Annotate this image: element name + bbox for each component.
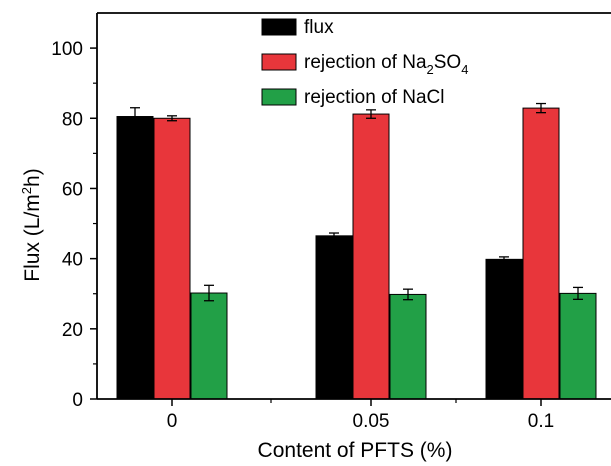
x-axis-title: Content of PFTS (%) <box>258 439 453 462</box>
bar-2-0 <box>190 292 228 400</box>
y-tick-label-80: 80 <box>62 109 83 130</box>
y-tick-label-20: 20 <box>62 320 83 341</box>
legend-swatch-2 <box>261 88 297 106</box>
bar-0-2 <box>485 258 523 400</box>
bar-1-2 <box>522 107 560 400</box>
bar-0-1 <box>315 235 353 400</box>
legend-label-1: rejection of Na2SO4 <box>304 52 468 77</box>
y-tick-label-0: 0 <box>72 390 83 411</box>
bar-1-0 <box>153 117 191 400</box>
legend-swatch-1 <box>261 53 297 71</box>
x-tick-label-2: 0.1 <box>528 411 554 432</box>
x-tick-label-1: 0.05 <box>353 411 390 432</box>
y-tick-label-40: 40 <box>62 250 83 271</box>
legend: flux rejection of Na2SO4 rejection of NaCl <box>261 17 468 108</box>
bar-2-1 <box>389 293 427 400</box>
bars-layer <box>116 102 597 400</box>
axes-layer: 0 20 40 60 80 100 0 0.05 0.1 <box>51 12 611 432</box>
x-tick-label-0: 0 <box>167 411 178 432</box>
y-tick-label-100: 100 <box>51 39 83 60</box>
legend-label-2: rejection of NaCl <box>304 87 444 108</box>
legend-label-0: flux <box>304 17 334 38</box>
bar-1-1 <box>352 113 390 400</box>
bar-2-2 <box>559 292 597 400</box>
y-tick-label-60: 60 <box>62 179 83 200</box>
bar-0-0 <box>116 116 154 400</box>
y-axis-title: Flux (L/m2h) <box>19 168 44 281</box>
legend-swatch-0 <box>261 18 297 36</box>
